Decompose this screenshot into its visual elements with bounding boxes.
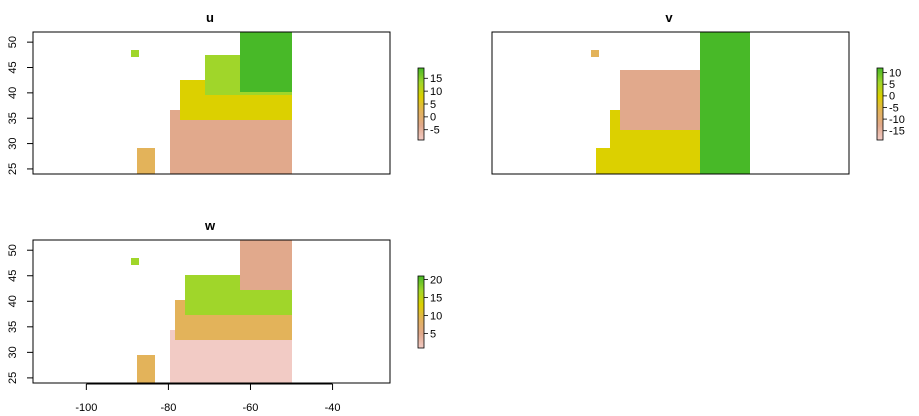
panel-title-u: u [206,10,214,25]
colorbar-tick-label: -5 [430,125,440,137]
y-tick-label: 35 [7,112,19,124]
colorbar-tick-label: -15 [889,126,905,138]
colorbar-tick-label: 0 [889,91,895,103]
colorbar-tick-label: -5 [889,102,899,114]
colorbar-tick-label: 5 [889,79,895,91]
colorbar-tick-label: 10 [889,67,901,79]
colorbar-tick-label: 0 [430,112,436,124]
x-tick-label: -40 [325,402,341,414]
x-tick-label: -100 [75,402,97,414]
y-tick-label: 30 [7,346,19,358]
y-tick-label: 35 [7,321,19,333]
y-tick-label: 25 [7,163,19,175]
y-tick-label: 30 [7,137,19,149]
y-tick-label: 40 [7,295,19,307]
raster-v [591,32,750,174]
colorbar-tick-label: 10 [430,86,442,98]
panel-w: w 25 30 35 40 45 50 -100 -80 -60 -40 5 10 15 20 [7,218,442,414]
y-tick-label: 45 [7,270,19,282]
colorbar-w: 5 10 15 20 [417,274,442,349]
y-tick-label: 45 [7,61,19,73]
panel-title-w: w [204,218,216,233]
colorbar-tick-label: -10 [889,114,905,126]
x-tick-label: -60 [243,402,259,414]
y-axis-w: 25 30 35 40 45 50 [7,244,34,384]
raster-w [131,240,292,383]
plot-frame-v [491,31,850,175]
y-tick-label: 50 [7,244,19,256]
colorbar-tick-label: 5 [430,99,436,111]
colorbar-tick-label: 20 [430,274,442,286]
x-axis-w: -100 -80 -60 -40 [75,383,341,414]
raster-u [131,32,292,174]
y-tick-label: 25 [7,372,19,384]
panel-title-v: v [665,10,673,25]
y-tick-label: 40 [7,87,19,99]
colorbar-tick-label: 15 [430,73,442,85]
colorbar-tick-label: 15 [430,292,442,304]
y-axis-u: 25 30 35 40 45 50 [7,36,34,175]
colorbar-tick-label: 5 [430,328,436,340]
x-tick-label: -80 [160,402,176,414]
y-tick-label: 50 [7,36,19,48]
colorbar-tick-label: 10 [430,310,442,322]
